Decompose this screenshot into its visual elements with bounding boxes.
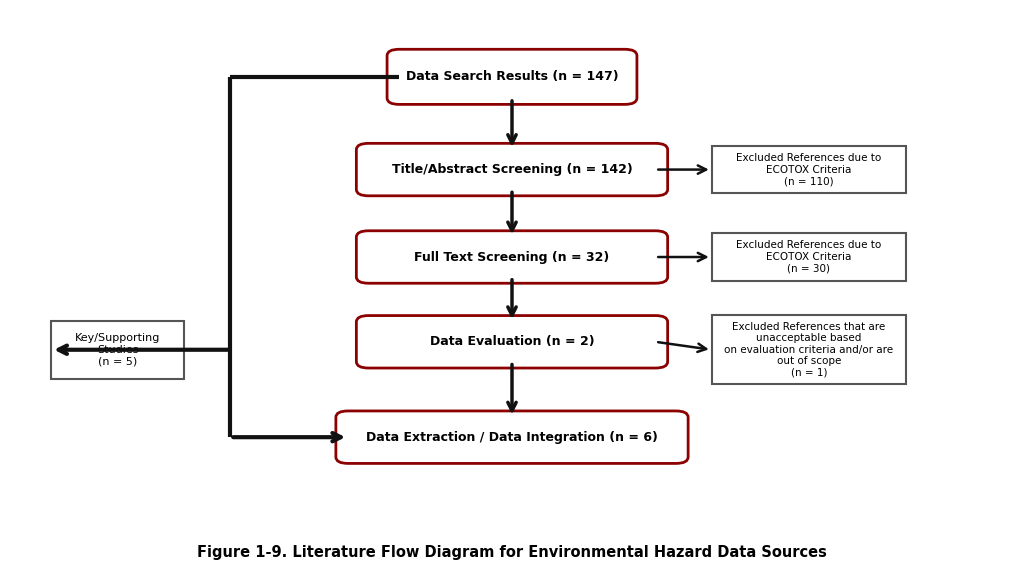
Text: Full Text Screening (n = 32): Full Text Screening (n = 32) xyxy=(415,251,609,263)
Text: Data Search Results (n = 147): Data Search Results (n = 147) xyxy=(406,70,618,84)
FancyBboxPatch shape xyxy=(712,233,906,281)
Text: Key/Supporting
Studies
(n = 5): Key/Supporting Studies (n = 5) xyxy=(75,333,161,366)
FancyBboxPatch shape xyxy=(336,411,688,464)
Text: Title/Abstract Screening (n = 142): Title/Abstract Screening (n = 142) xyxy=(391,163,633,176)
FancyBboxPatch shape xyxy=(387,50,637,104)
Text: Excluded References due to
ECOTOX Criteria
(n = 30): Excluded References due to ECOTOX Criter… xyxy=(736,240,882,274)
Text: Excluded References due to
ECOTOX Criteria
(n = 110): Excluded References due to ECOTOX Criter… xyxy=(736,153,882,186)
FancyBboxPatch shape xyxy=(356,231,668,283)
FancyBboxPatch shape xyxy=(51,321,184,379)
FancyBboxPatch shape xyxy=(356,316,668,368)
FancyBboxPatch shape xyxy=(356,143,668,196)
FancyBboxPatch shape xyxy=(712,315,906,384)
Text: Excluded References that are
unacceptable based
on evaluation criteria and/or ar: Excluded References that are unacceptabl… xyxy=(724,321,894,378)
Text: Data Extraction / Data Integration (n = 6): Data Extraction / Data Integration (n = … xyxy=(366,431,658,444)
Text: Data Evaluation (n = 2): Data Evaluation (n = 2) xyxy=(430,335,594,348)
FancyBboxPatch shape xyxy=(712,146,906,194)
Text: Figure 1-9. Literature Flow Diagram for Environmental Hazard Data Sources: Figure 1-9. Literature Flow Diagram for … xyxy=(197,545,827,560)
